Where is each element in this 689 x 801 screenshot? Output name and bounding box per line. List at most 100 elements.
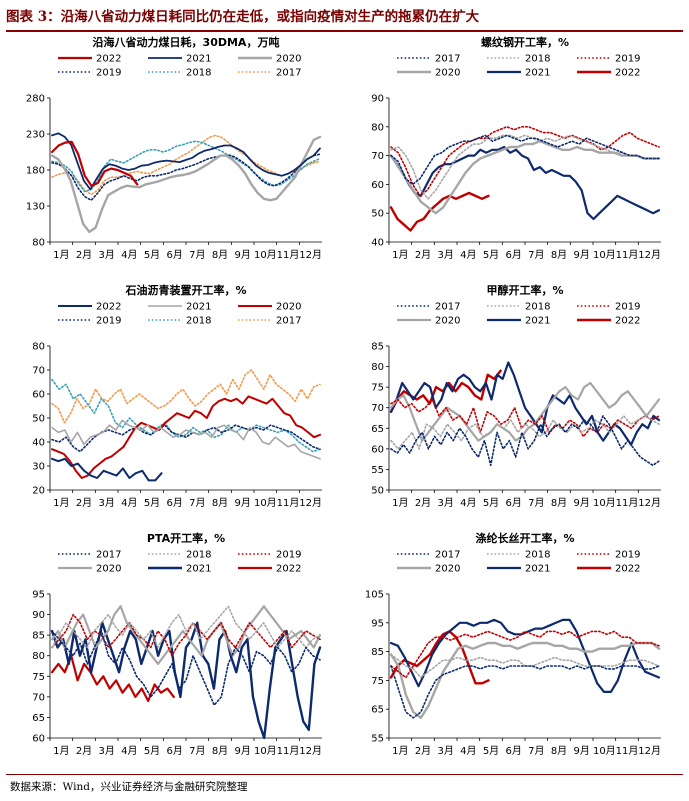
x-tick-label: 5月 (483, 745, 499, 757)
y-tick-label: 60 (371, 180, 384, 191)
legend-entry: 2021 (487, 316, 550, 327)
series-line (389, 381, 661, 442)
legend-label: 2017 (435, 54, 460, 65)
legend-entry: 2017 (238, 316, 301, 327)
y-tick-label: 85 (32, 631, 45, 642)
legend-label: 2021 (525, 564, 550, 575)
legend-entry: 2022 (577, 316, 640, 327)
x-tick-label: 2月 (415, 497, 431, 509)
figure-title: 图表 3：沿海八省动力煤日耗同比仍在走低，或指向疫情对生产的拖累仍在扩大 (6, 9, 480, 25)
x-tick-label: 9月 (234, 745, 250, 757)
legend-entry: 2018 (148, 316, 211, 327)
series-line (390, 665, 660, 719)
legend-label: 2021 (525, 68, 550, 79)
x-tick-label: 1月 (53, 497, 69, 509)
chart-polyester-filament-utilization: 涤纶长丝开工率，% 2017 2018 2019 2020 2021 2022 55 65 75 8… (345, 530, 679, 762)
y-tick-label: 95 (32, 590, 45, 601)
x-tick-label: 8月 (212, 745, 228, 757)
y-tick-label: 75 (371, 383, 384, 394)
x-tick-label: 6月 (166, 249, 182, 261)
x-tick-label: 4月 (460, 745, 476, 757)
x-tick-label: 8月 (212, 497, 228, 509)
series-line (50, 654, 175, 703)
legend-entry: 2017 (58, 550, 121, 561)
legend-entry: 2017 (397, 302, 460, 313)
x-tick-label: 7月 (528, 745, 544, 757)
series-line (51, 630, 321, 706)
y-tick-label: 55 (371, 465, 384, 476)
y-tick-label: 180 (26, 166, 45, 177)
chart-coal-consumption: 沿海八省动力煤日耗，30DMA，万吨 2022 2021 2020 2019 2018 20… (6, 34, 340, 266)
x-tick-label: 3月 (437, 249, 453, 261)
chart-title: 涤纶长丝开工率，% (475, 531, 574, 545)
legend-entry: 2019 (577, 54, 640, 65)
x-tick-label: 11月 (616, 249, 639, 261)
legend-entry: 2018 (487, 54, 550, 65)
x-tick-label: 4月 (121, 745, 137, 757)
y-tick-label: 40 (371, 238, 384, 249)
series-line (51, 378, 321, 453)
y-tick-label: 95 (371, 618, 384, 629)
legend-label: 2020 (435, 68, 460, 79)
y-tick-label: 80 (32, 238, 45, 249)
x-tick-label: 9月 (573, 745, 589, 757)
x-tick-label: 11月 (616, 497, 639, 509)
x-tick-label: 9月 (234, 497, 250, 509)
y-tick-label: 60 (371, 444, 384, 455)
legend-entry: 2021 (487, 564, 550, 575)
y-tick-label: 280 (26, 94, 45, 105)
x-tick-label: 3月 (98, 745, 114, 757)
y-tick-label: 80 (371, 122, 384, 133)
legend-entry: 2022 (577, 564, 640, 575)
chart-title: 甲醇开工率，% (486, 283, 563, 297)
x-tick-label: 12月 (638, 745, 661, 757)
x-tick-label: 6月 (166, 497, 182, 509)
x-tick-label: 6月 (505, 249, 521, 261)
series-line (390, 134, 660, 200)
legend-label: 2022 (615, 564, 640, 575)
source-rule (6, 774, 683, 775)
legend-label: 2017 (435, 302, 460, 313)
legend-entry: 2020 (238, 54, 301, 65)
legend-entry: 2020 (58, 564, 121, 575)
legend-label: 2021 (186, 564, 211, 575)
legend-label: 2018 (525, 54, 550, 65)
chart-title: PTA开工率，% (147, 531, 225, 545)
x-tick-label: 4月 (460, 497, 476, 509)
x-tick-label: 7月 (189, 249, 205, 261)
series-line (51, 419, 321, 460)
x-tick-label: 5月 (144, 497, 160, 509)
x-tick-label: 1月 (392, 745, 408, 757)
x-tick-label: 12月 (638, 249, 661, 261)
legend-label: 2022 (96, 302, 121, 313)
y-tick-label: 70 (32, 366, 45, 377)
chart-pta-utilization: PTA开工率，% 2017 2018 2019 2020 2021 2022 60 65 70 75… (6, 530, 340, 762)
chart-title: 沿海八省动力煤日耗，30DMA，万吨 (93, 35, 280, 49)
x-tick-label: 6月 (505, 497, 521, 509)
y-tick-label: 60 (32, 390, 45, 401)
legend-label: 2021 (525, 316, 550, 327)
y-tick-label: 75 (371, 676, 384, 687)
y-tick-label: 30 (32, 462, 45, 473)
y-tick-label: 230 (26, 130, 45, 141)
x-tick-label: 10月 (593, 249, 616, 261)
x-tick-label: 11月 (616, 745, 639, 757)
legend-label: 2018 (186, 550, 211, 561)
legend-entry: 2022 (577, 68, 640, 79)
legend-label: 2022 (276, 564, 301, 575)
chart-title: 石油沥青装置开工率，% (124, 283, 246, 297)
x-tick-label: 12月 (299, 249, 322, 261)
legend-entry: 2019 (577, 550, 640, 561)
legend-entry: 2021 (148, 54, 211, 65)
series-line (389, 191, 490, 232)
legend-label: 2020 (276, 302, 301, 313)
x-tick-label: 5月 (144, 745, 160, 757)
y-tick-label: 55 (371, 734, 384, 745)
y-tick-label: 105 (365, 590, 384, 601)
legend-entry: 2019 (58, 68, 121, 79)
x-tick-label: 5月 (483, 249, 499, 261)
legend-label: 2019 (615, 550, 640, 561)
series-line (389, 145, 661, 221)
series-line (51, 605, 321, 649)
legend-label: 2018 (525, 550, 550, 561)
